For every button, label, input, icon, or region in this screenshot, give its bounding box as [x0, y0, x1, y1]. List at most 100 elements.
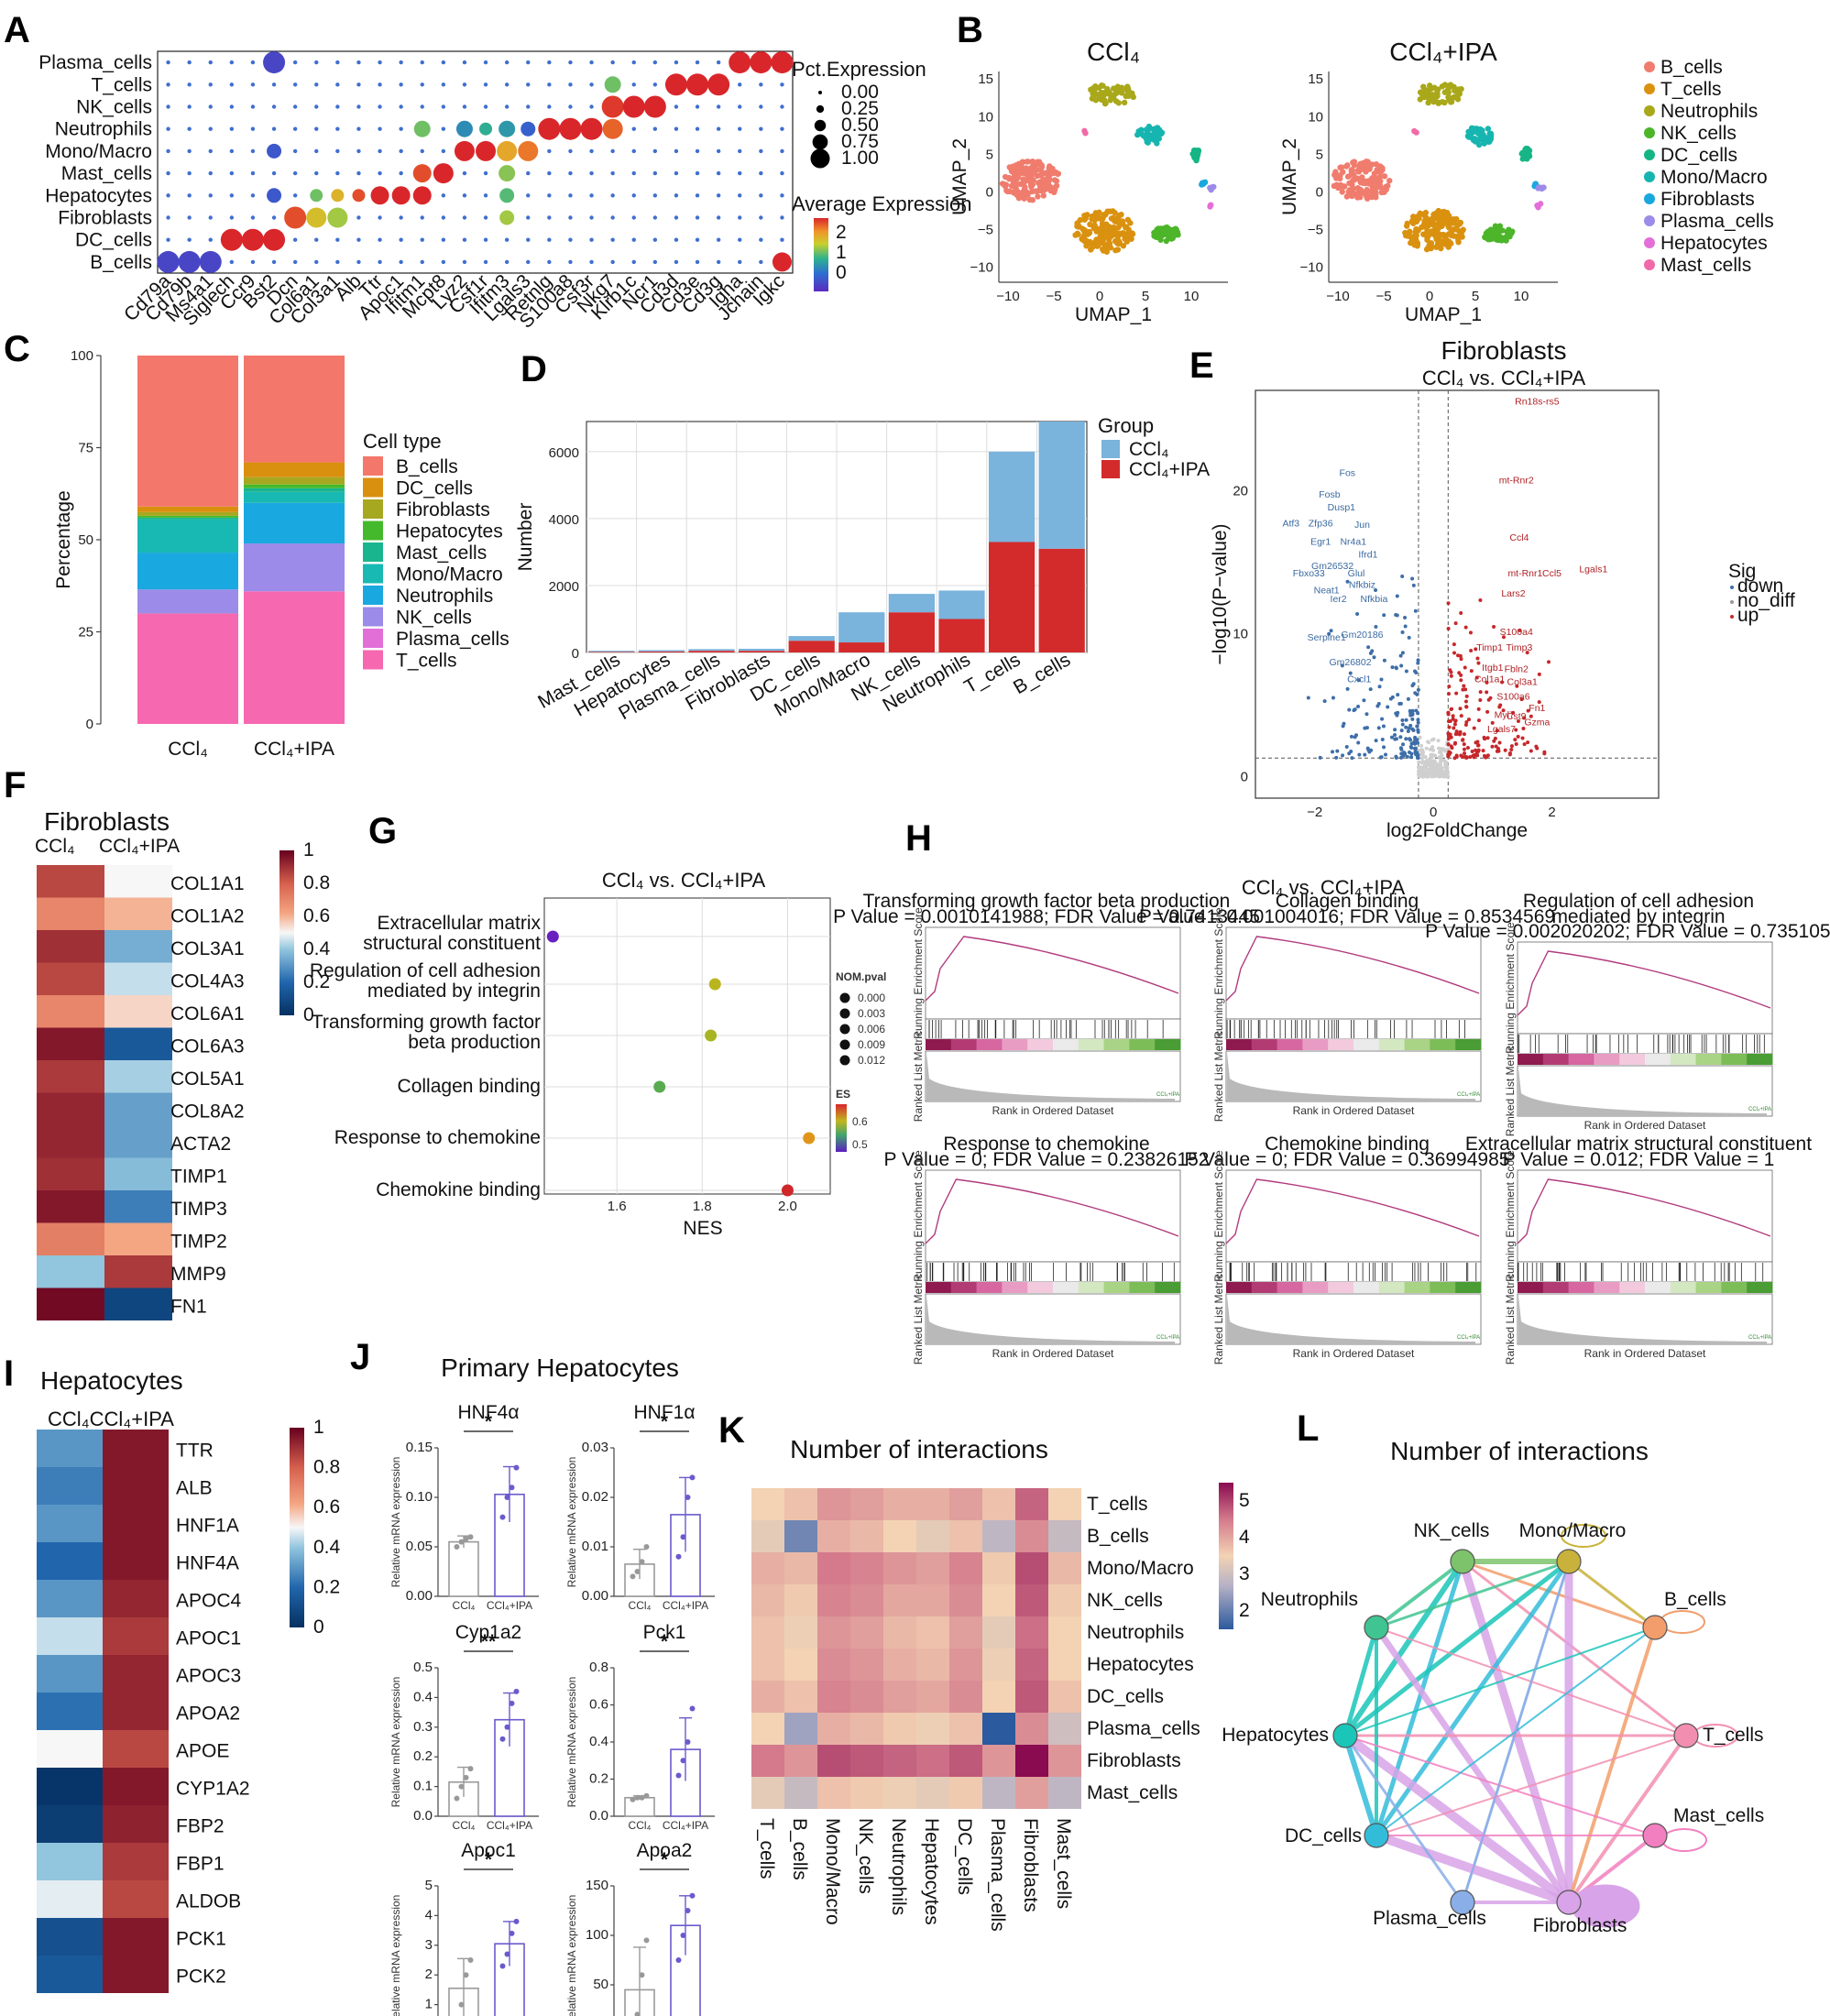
umap-point: [1375, 168, 1382, 175]
volcano-ns-point: [1437, 750, 1441, 754]
dotplot-bg-dot: [589, 259, 594, 265]
qpcr-point: [463, 1536, 469, 1542]
qpcr-point: [685, 1739, 691, 1745]
volcano-up-point: [1509, 748, 1514, 752]
l-edge: [1462, 1561, 1570, 1903]
l-edge: [1343, 1560, 1571, 1737]
qpcr-y-tick: 0.8: [589, 1660, 608, 1675]
umap-point: [1019, 165, 1026, 171]
dotplot-bg-dot: [187, 193, 192, 198]
dotplot-bg-dot: [462, 170, 467, 176]
l-node-label: Mast_cells: [1673, 1805, 1764, 1826]
i-heat-row-label: PCK1: [176, 1929, 226, 1950]
umap-point: [1486, 130, 1493, 137]
umap-point: [1448, 240, 1454, 247]
pct-legend-label: 0.75: [841, 131, 879, 152]
gsea-metric-area: [926, 1053, 1175, 1101]
gsea-rank-strip: [1251, 1039, 1278, 1050]
g-size-legend-title: NOM.pval: [836, 970, 886, 983]
volcano-x-tick: −2: [1307, 805, 1322, 820]
volcano-down-point: [1400, 722, 1405, 727]
gsea-rank-strip: [1378, 1039, 1406, 1050]
volcano-down-point: [1369, 748, 1374, 752]
c-bar-segment: [137, 511, 238, 516]
volcano-up-point: [1547, 660, 1551, 664]
dotplot-bg-dot: [250, 170, 256, 176]
volcano-up-point: [1463, 751, 1467, 756]
dotplot-bg-dot: [780, 237, 784, 242]
volcano-up-point: [1454, 754, 1459, 759]
gsea-rank-strip: [1103, 1039, 1130, 1050]
c-bar-segment: [137, 613, 238, 724]
group-legend: CCl₄CCl₄+IPA: [1101, 439, 1210, 480]
dotplot-bg-dot: [547, 193, 552, 198]
umap-point: [1524, 156, 1530, 162]
dotplot-bg-dot: [229, 148, 235, 154]
dotplot-bg-dot: [547, 237, 552, 242]
volcano-ns-point: [1427, 772, 1431, 776]
volcano-up-label: Fbln2: [1505, 664, 1529, 675]
k-cell: [817, 1552, 850, 1584]
gsea-plot-stats: P Value = 0.002020202; FDR Value = 0.735…: [1425, 921, 1830, 942]
dotplot-bg-dot: [250, 193, 256, 198]
volcano-up-label: Col1a1: [1474, 674, 1505, 685]
volcano-down-point: [1407, 635, 1411, 640]
k-cell: [1048, 1616, 1081, 1649]
umap-point: [1540, 184, 1547, 191]
umap-x-tick: −5: [1375, 289, 1391, 304]
l-edge: [1344, 1735, 1656, 1836]
dotplot-bg-dot: [314, 148, 319, 154]
dotplot-bg-dot: [652, 193, 658, 198]
c-y-tick: 50: [78, 532, 93, 548]
umap-legend-label: T_cells: [1660, 79, 1722, 100]
volcano-down-point: [1414, 708, 1419, 713]
l-node-label: NK_cells: [1414, 1520, 1490, 1541]
dotplot-bg-dot: [483, 170, 488, 176]
volcano-up-label: Ccl5: [1542, 568, 1562, 579]
dotplot-bg-dot: [229, 82, 235, 87]
qpcr-group-label: CCl₄: [453, 1819, 476, 1832]
umap-point: [1087, 221, 1093, 228]
volcano-up-label: Col3a1: [1507, 677, 1538, 688]
volcano-ns-point: [1419, 748, 1424, 752]
gsea-es-curve: [925, 936, 1179, 1002]
c-bar-segment: [137, 589, 238, 614]
c-bar-segment: [244, 488, 345, 492]
dotplot-bg-dot: [610, 148, 615, 154]
qpcr-gene: HNF1α: [634, 1402, 696, 1423]
l-node: [1332, 1723, 1358, 1748]
volcano-up-point: [1446, 754, 1451, 759]
f-heat-colorbar: [279, 850, 294, 1015]
volcano-down-point: [1411, 583, 1416, 587]
volcano-up-label: Rn18s-rs5: [1515, 397, 1560, 408]
dotplot-bg-dot: [441, 237, 446, 242]
k-cell: [784, 1552, 817, 1584]
i-heat-cell: [37, 1730, 103, 1768]
umap-x-tick: 10: [1184, 289, 1200, 304]
dotplot-bg-dot: [483, 60, 488, 65]
qpcr-sig: *: [661, 1631, 669, 1652]
i-heat-row-label: ALDOB: [176, 1891, 241, 1912]
dotplot-bg-dot: [695, 104, 700, 109]
dotplot-bg-dot: [738, 215, 742, 220]
f-heat-row-label: FN1: [170, 1296, 207, 1317]
dotplot-bg-dot: [441, 126, 446, 131]
volcano-down-point: [1382, 613, 1386, 618]
gsea-rank-strip: [1619, 1282, 1646, 1293]
dotplot-bg-dot: [229, 215, 235, 220]
k-cell: [982, 1777, 1015, 1809]
volcano-up-point: [1447, 725, 1452, 729]
dotplot-bg-dot: [716, 215, 721, 220]
volcano-up-point: [1463, 723, 1468, 728]
volcano-down-point: [1394, 666, 1398, 671]
gsea-es-axis: Running Enrichment Score: [912, 1150, 925, 1282]
dotplot-gene-labels: Cd79aCd79bMs4a1SiglechCcr9Bst2DcnCol6a1C…: [120, 270, 789, 333]
d-bar-ccl4: [638, 650, 685, 652]
i-heat-row-label: APOE: [176, 1741, 229, 1762]
volcano-down-point: [1399, 755, 1404, 760]
umap-y-tick: 5: [1316, 147, 1323, 162]
gsea-rank-strip: [1721, 1282, 1748, 1293]
gsea-tag-right: CCl₄+IPA: [1748, 1107, 1771, 1112]
volcano-up-point: [1464, 705, 1469, 709]
